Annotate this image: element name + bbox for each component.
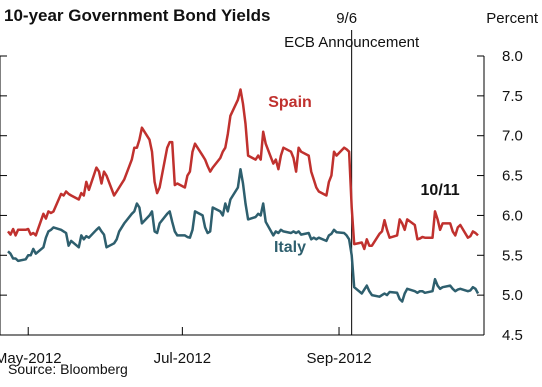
source-note: Source: Bloomberg	[8, 361, 128, 377]
chart-title: 10-year Government Bond Yields	[4, 6, 271, 25]
annotation-label: 10/11	[421, 182, 460, 199]
y-tick-label: 8.0	[502, 48, 523, 65]
y-tick-label: 6.0	[502, 207, 523, 224]
y-tick-label: 7.5	[502, 88, 523, 105]
y-tick-label: 6.5	[502, 168, 523, 185]
series-line-spain	[7, 88, 479, 251]
series-label-spain: Spain	[268, 94, 312, 111]
vline-date-label: 9/6	[336, 10, 357, 27]
y-axis-units: Percent	[486, 10, 538, 27]
series-label-italy: Italy	[274, 239, 306, 256]
vline-event-label: ECB Announcement	[284, 34, 420, 51]
x-tick-label: Jul-2012	[154, 350, 212, 367]
x-tick-label: Sep-2012	[306, 350, 371, 367]
x-tick-label: May-2012	[0, 350, 62, 367]
y-tick-label: 5.0	[502, 287, 523, 304]
y-tick-label: 4.5	[502, 327, 523, 344]
series-line-italy	[7, 167, 480, 303]
y-tick-label: 5.5	[502, 247, 523, 264]
y-tick-label: 7.0	[502, 128, 523, 145]
